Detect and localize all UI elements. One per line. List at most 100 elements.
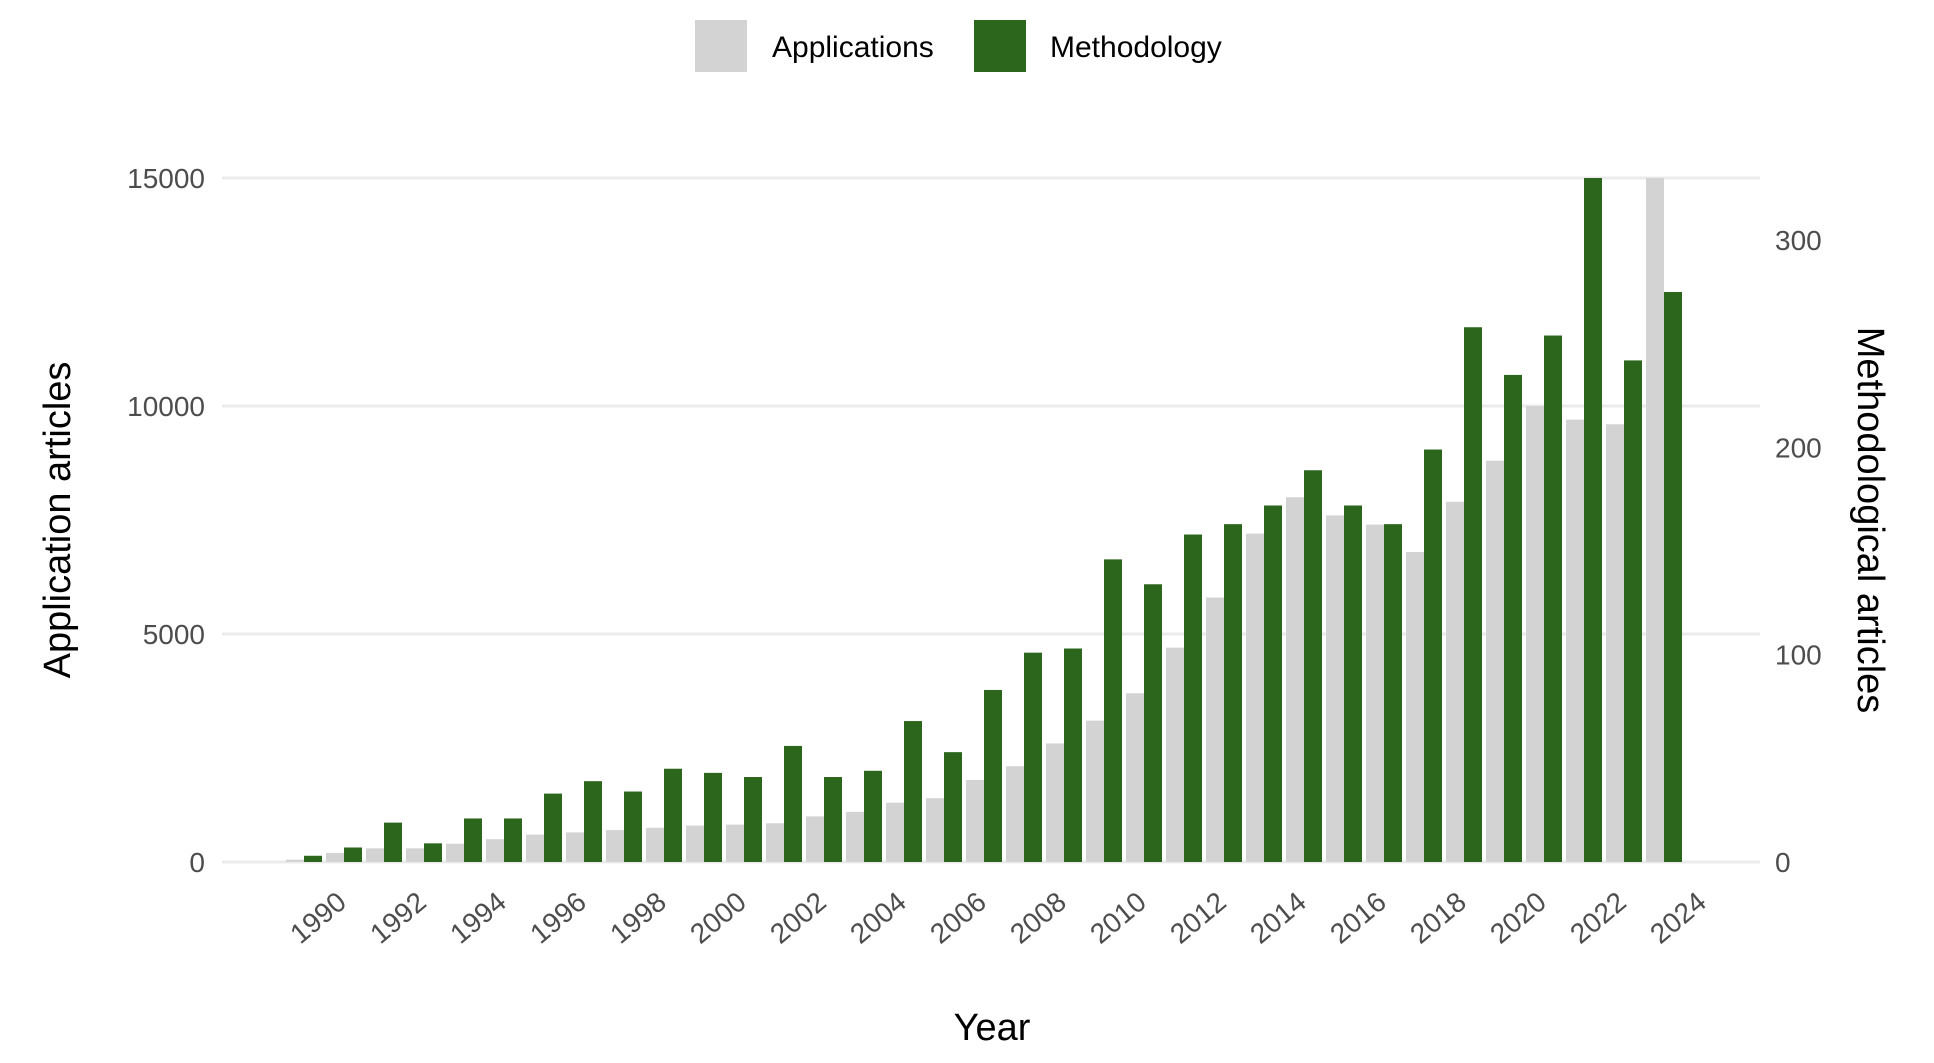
legend: Applications Methodology xyxy=(695,20,1222,72)
application-bar xyxy=(1046,743,1064,862)
x-tick-label: 1998 xyxy=(604,886,672,950)
x-tick-label: 2002 xyxy=(764,886,832,950)
bars xyxy=(286,178,1682,863)
legend-swatch-applications xyxy=(695,20,747,72)
y2-tick-label: 200 xyxy=(1775,432,1822,463)
application-bar xyxy=(966,779,984,862)
x-axis-title: Year xyxy=(954,1007,1031,1049)
x-tick-label: 2016 xyxy=(1324,886,1392,950)
y2-tick-label: 300 xyxy=(1775,225,1822,256)
application-bar xyxy=(1366,524,1384,862)
methodology-bar xyxy=(784,745,802,862)
application-bar xyxy=(526,834,544,862)
application-bar xyxy=(806,816,824,862)
x-tick-label: 2024 xyxy=(1644,886,1712,950)
methodology-bar xyxy=(504,818,522,862)
methodology-bar xyxy=(584,781,602,862)
legend-label-applications: Applications xyxy=(772,31,934,64)
application-bar xyxy=(1526,406,1544,862)
methodology-bar xyxy=(1504,374,1522,862)
methodology-bar xyxy=(744,777,762,862)
methodology-bar xyxy=(304,855,322,862)
application-bar xyxy=(286,859,304,862)
x-axis: 1990 1992 1994 1996 1998 2000 2002 2004 2006 2008… xyxy=(284,886,1712,950)
methodology-bar xyxy=(384,822,402,862)
y-axis-left: 0 5000 10000 15000 xyxy=(127,163,205,878)
y-tick-label: 0 xyxy=(189,847,205,878)
methodology-bar xyxy=(544,793,562,862)
application-bar xyxy=(1006,766,1024,862)
y-tick-label: 5000 xyxy=(143,619,205,650)
application-bar xyxy=(1566,419,1584,862)
methodology-bar xyxy=(904,721,922,862)
methodology-bar xyxy=(1584,178,1602,862)
methodology-bar xyxy=(1424,449,1442,862)
methodology-bar xyxy=(1184,534,1202,862)
methodology-bar xyxy=(1624,360,1642,862)
application-bar xyxy=(686,825,704,862)
y-axis-title: Application articles xyxy=(37,362,79,679)
methodology-bar xyxy=(1144,584,1162,862)
x-tick-label: 2006 xyxy=(924,886,992,950)
application-bar xyxy=(926,798,944,862)
x-tick-label: 2000 xyxy=(684,886,752,950)
methodology-bar xyxy=(984,689,1002,862)
methodology-bar xyxy=(944,752,962,862)
y2-axis-title: Methodological articles xyxy=(1849,327,1891,714)
application-bar xyxy=(1606,424,1624,862)
methodology-bar xyxy=(344,847,362,862)
y-axis-right: 0 100 200 300 xyxy=(1775,225,1822,878)
application-bar xyxy=(886,802,904,862)
methodology-bar xyxy=(1464,327,1482,863)
application-bar xyxy=(1406,551,1424,862)
x-tick-label: 1990 xyxy=(284,886,352,950)
methodology-bar xyxy=(1544,335,1562,862)
application-bar xyxy=(846,811,864,862)
x-tick-label: 1996 xyxy=(524,886,592,950)
methodology-bar xyxy=(1304,470,1322,862)
application-bar xyxy=(1326,515,1344,862)
application-bar xyxy=(1446,501,1464,862)
x-tick-label: 2004 xyxy=(844,886,912,950)
application-bar xyxy=(1486,460,1504,862)
methodology-bar xyxy=(1344,505,1362,862)
application-bar xyxy=(1126,693,1144,862)
application-bar xyxy=(446,843,464,862)
application-bar xyxy=(406,848,424,862)
x-tick-label: 2018 xyxy=(1404,886,1472,950)
application-bar xyxy=(1646,178,1664,862)
methodology-bar xyxy=(1104,559,1122,862)
application-bar xyxy=(1166,647,1184,862)
application-bar xyxy=(1246,533,1264,862)
methodology-bar xyxy=(1064,648,1082,862)
application-bar xyxy=(1086,720,1104,862)
application-bar xyxy=(326,852,344,862)
methodology-bar xyxy=(424,843,442,862)
y2-tick-label: 0 xyxy=(1775,847,1791,878)
legend-label-methodology: Methodology xyxy=(1050,31,1222,64)
x-tick-label: 1992 xyxy=(364,886,432,950)
application-bar xyxy=(606,830,624,862)
methodology-bar xyxy=(664,768,682,862)
application-bar xyxy=(766,823,784,862)
y-tick-label: 10000 xyxy=(127,391,205,422)
x-tick-label: 2020 xyxy=(1484,886,1552,950)
x-tick-label: 2010 xyxy=(1084,886,1152,950)
x-tick-label: 2022 xyxy=(1564,886,1632,950)
methodology-bar xyxy=(864,770,882,862)
x-tick-label: 1994 xyxy=(444,886,512,950)
methodology-bar xyxy=(1264,505,1282,862)
application-bar xyxy=(1286,497,1304,862)
application-bar xyxy=(486,839,504,862)
application-bar xyxy=(1206,597,1224,862)
legend-swatch-methodology xyxy=(974,20,1026,72)
application-bar xyxy=(646,827,664,862)
methodology-bar xyxy=(464,818,482,862)
methodology-bar xyxy=(824,777,842,862)
methodology-bar xyxy=(1664,292,1682,862)
application-bar xyxy=(366,848,384,862)
application-bar xyxy=(566,832,584,862)
y2-tick-label: 100 xyxy=(1775,640,1822,671)
